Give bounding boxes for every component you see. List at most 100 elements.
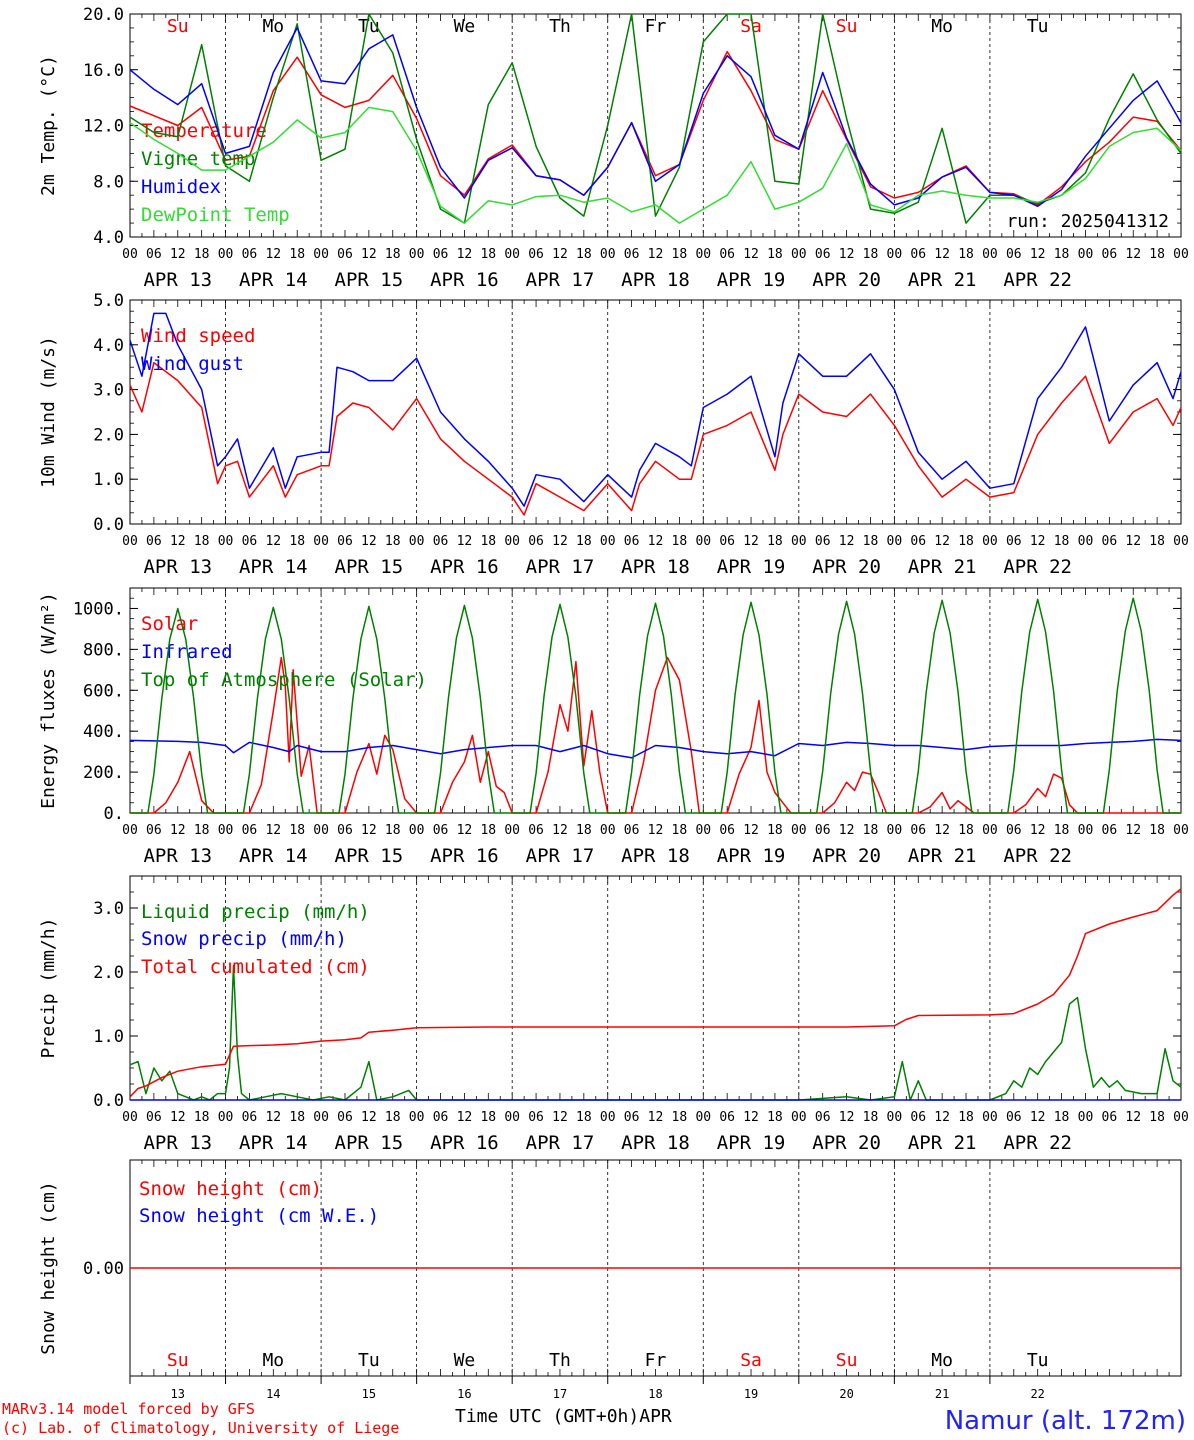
day-number-label: 13	[171, 1387, 185, 1401]
hour-tick-label: 18	[767, 534, 783, 549]
day-number-label: 16	[457, 1387, 471, 1401]
hour-tick-label: 18	[958, 1110, 974, 1125]
series-line-wind-gust	[129, 312, 1182, 507]
hour-tick-label: 12	[552, 247, 568, 262]
date-label: APR 15	[335, 845, 404, 867]
hour-tick-label: 06	[910, 247, 926, 262]
hour-tick-label: 06	[1006, 247, 1022, 262]
day-number-label: 14	[266, 1387, 280, 1401]
hour-tick-label: 06	[1006, 823, 1022, 838]
hour-tick-label: 06	[433, 247, 449, 262]
date-label: APR 21	[908, 1132, 977, 1154]
hour-tick-label: 00	[791, 534, 807, 549]
date-label: APR 19	[717, 845, 786, 867]
hour-tick-label: 06	[624, 534, 640, 549]
y-axis-label: 10m Wind (m/s)	[38, 336, 59, 488]
series-line-total-cumulated-cm-	[129, 888, 1182, 1098]
hour-tick-label: 00	[122, 823, 138, 838]
weekday-label: Tu	[358, 1350, 380, 1371]
hour-tick-label: 00	[695, 534, 711, 549]
hour-tick-label: 18	[480, 823, 496, 838]
hour-tick-label: 12	[743, 823, 759, 838]
hour-tick-label: 06	[719, 534, 735, 549]
time-axis-label: Time UTC (GMT+0h)APR	[455, 1406, 672, 1427]
hour-tick-label: 00	[887, 534, 903, 549]
date-label: APR 15	[335, 269, 404, 291]
hour-tick-label: 18	[576, 823, 592, 838]
weekday-label: Tu	[1027, 1350, 1049, 1371]
y-tick-label: 4.0	[93, 336, 124, 356]
hour-tick-label: 12	[934, 247, 950, 262]
date-label: APR 21	[908, 845, 977, 867]
hour-tick-label: 18	[672, 534, 688, 549]
hour-tick-label: 06	[242, 823, 258, 838]
hour-tick-label: 00	[122, 247, 138, 262]
hour-tick-label: 12	[1125, 823, 1141, 838]
series-line-dewpoint-temp	[129, 106, 1182, 224]
hour-tick-label: 06	[624, 823, 640, 838]
hour-tick-label: 06	[242, 247, 258, 262]
hour-tick-label: 18	[672, 247, 688, 262]
day-number-label: 21	[935, 1387, 949, 1401]
hour-tick-label: 00	[218, 1110, 234, 1125]
plot-frame	[129, 299, 1182, 525]
hour-tick-label: 18	[194, 534, 210, 549]
hour-tick-label: 06	[815, 534, 831, 549]
hour-tick-label: 18	[289, 823, 305, 838]
date-label: APR 22	[1003, 269, 1072, 291]
hour-tick-label: 00	[504, 1110, 520, 1125]
legend-entry: Snow height (cm W.E.)	[139, 1205, 379, 1227]
hour-tick-label: 00	[409, 1110, 425, 1125]
day-number-label: 19	[744, 1387, 758, 1401]
hour-tick-label: 18	[672, 1110, 688, 1125]
hour-tick-label: 00	[887, 1110, 903, 1125]
date-label: APR 14	[239, 556, 308, 578]
date-label: APR 18	[621, 845, 690, 867]
hour-tick-label: 12	[1030, 534, 1046, 549]
model-credit: MARv3.14 model forced by GFS	[2, 1400, 255, 1418]
hour-tick-label: 00	[1078, 534, 1094, 549]
hour-tick-label: 18	[194, 1110, 210, 1125]
series-line-top-of-atmosphere-solar-	[130, 597, 1181, 814]
y-tick-label: 0.00	[83, 1259, 124, 1279]
hour-tick-label: 12	[648, 823, 664, 838]
hour-tick-label: 00	[313, 247, 329, 262]
weekday-label: Su	[167, 1350, 189, 1371]
hour-tick-label: 00	[1078, 823, 1094, 838]
hour-tick-label: 00	[1173, 823, 1189, 838]
hour-tick-label: 18	[767, 823, 783, 838]
date-label: APR 22	[1003, 845, 1072, 867]
hour-tick-label: 06	[242, 534, 258, 549]
lab-credit: (c) Lab. of Climatology, University of L…	[2, 1419, 400, 1437]
hour-tick-label: 06	[528, 823, 544, 838]
hour-tick-label: 12	[648, 247, 664, 262]
hour-tick-label: 00	[122, 1110, 138, 1125]
hour-tick-label: 18	[767, 247, 783, 262]
hour-tick-label: 00	[409, 823, 425, 838]
hour-tick-label: 18	[1054, 823, 1070, 838]
day-number-label: 22	[1030, 1387, 1044, 1401]
hour-tick-label: 06	[146, 823, 162, 838]
y-tick-label: 200.	[83, 763, 124, 783]
hour-tick-label: 18	[1054, 1110, 1070, 1125]
hour-tick-label: 18	[385, 247, 401, 262]
hour-tick-label: 06	[624, 1110, 640, 1125]
weekday-label: Su	[167, 16, 189, 37]
date-label: APR 18	[621, 556, 690, 578]
y-tick-label: 4.0	[93, 228, 124, 248]
weekday-label: Th	[549, 1350, 571, 1371]
hour-tick-label: 18	[385, 534, 401, 549]
hour-tick-label: 18	[385, 1110, 401, 1125]
hour-tick-label: 12	[552, 1110, 568, 1125]
hour-tick-label: 12	[648, 534, 664, 549]
hour-tick-label: 18	[767, 1110, 783, 1125]
hour-tick-label: 18	[289, 534, 305, 549]
hour-tick-label: 06	[146, 247, 162, 262]
hour-tick-label: 18	[576, 247, 592, 262]
hour-tick-label: 18	[1149, 823, 1165, 838]
hour-tick-label: 06	[815, 823, 831, 838]
hour-tick-label: 00	[600, 1110, 616, 1125]
hour-tick-label: 18	[1149, 534, 1165, 549]
y-tick-label: 0.	[104, 804, 124, 824]
